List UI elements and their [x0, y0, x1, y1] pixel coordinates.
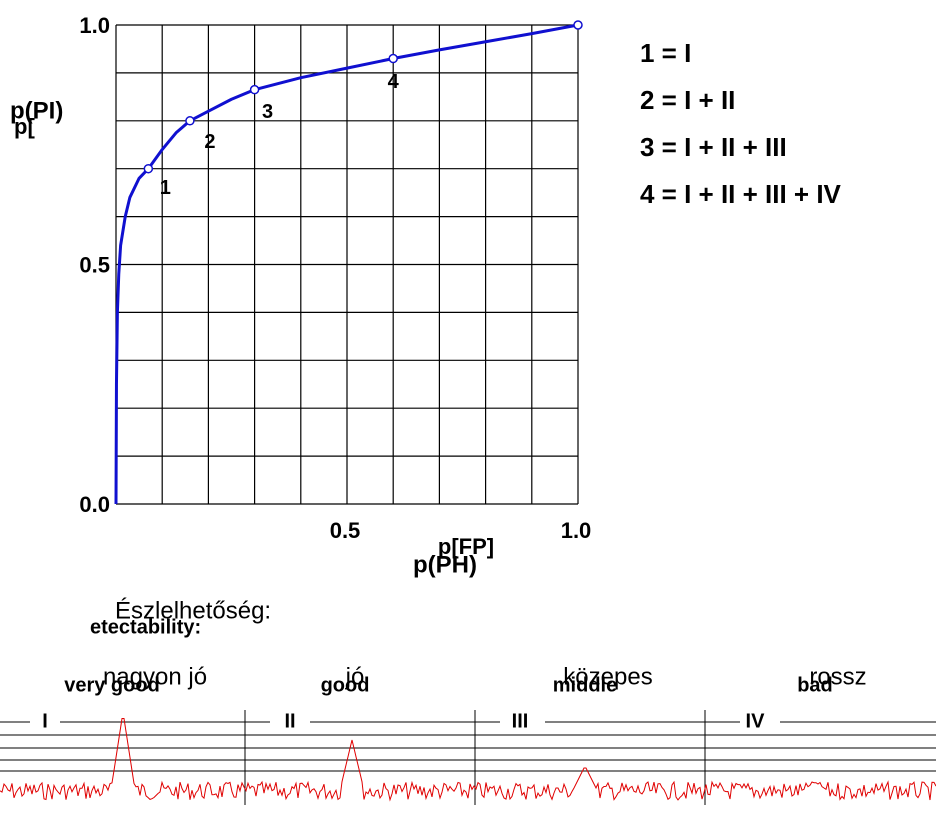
level-label: nagyon jó: [103, 663, 207, 690]
numeral: I: [42, 710, 48, 732]
level-label: jó: [345, 663, 365, 690]
point-label: 4: [388, 71, 400, 93]
x-axis-label: p(PH): [413, 551, 477, 578]
level-label-en: bad: [797, 674, 833, 696]
signal: [0, 718, 936, 802]
y-tick-label: 0.5: [79, 252, 110, 277]
level-label-en: middle: [553, 674, 617, 696]
roc-curve: [114, 23, 579, 505]
section-title-en: etectability:: [90, 616, 201, 638]
point: [388, 53, 398, 64]
legend-item: 3 = I + II + III: [640, 132, 787, 162]
numeral: III: [512, 710, 529, 732]
y-tick-label: 1.0: [79, 13, 110, 38]
point: [143, 163, 154, 174]
legend-item: 4 = I + II + III + IV: [640, 179, 842, 209]
x-tick-label: 1.0: [561, 518, 592, 543]
numeral: II: [284, 710, 295, 732]
x-tick-label: 0.5: [330, 518, 361, 543]
point: [249, 84, 260, 95]
level-label: rossz: [809, 663, 866, 690]
point: [573, 20, 583, 30]
level-label-en: very good: [64, 674, 160, 696]
y-axis-label: p[: [14, 114, 35, 139]
legend-item: 1 = I: [640, 38, 691, 68]
point-label: 3: [262, 101, 273, 123]
legend-item: 2 = I + II: [640, 85, 735, 115]
numeral: IV: [746, 710, 766, 732]
y-axis-label: p(PI): [10, 97, 63, 124]
y-tick-label: 0.0: [79, 492, 110, 517]
x-axis-label: p[FP]: [438, 534, 494, 559]
level-label: közepes: [563, 663, 652, 690]
level-label-en: good: [321, 674, 370, 696]
point-label: 1: [160, 177, 171, 199]
point-label: 2: [204, 131, 215, 153]
section-title: Észlelhetőség:: [115, 597, 271, 624]
point: [185, 116, 195, 126]
